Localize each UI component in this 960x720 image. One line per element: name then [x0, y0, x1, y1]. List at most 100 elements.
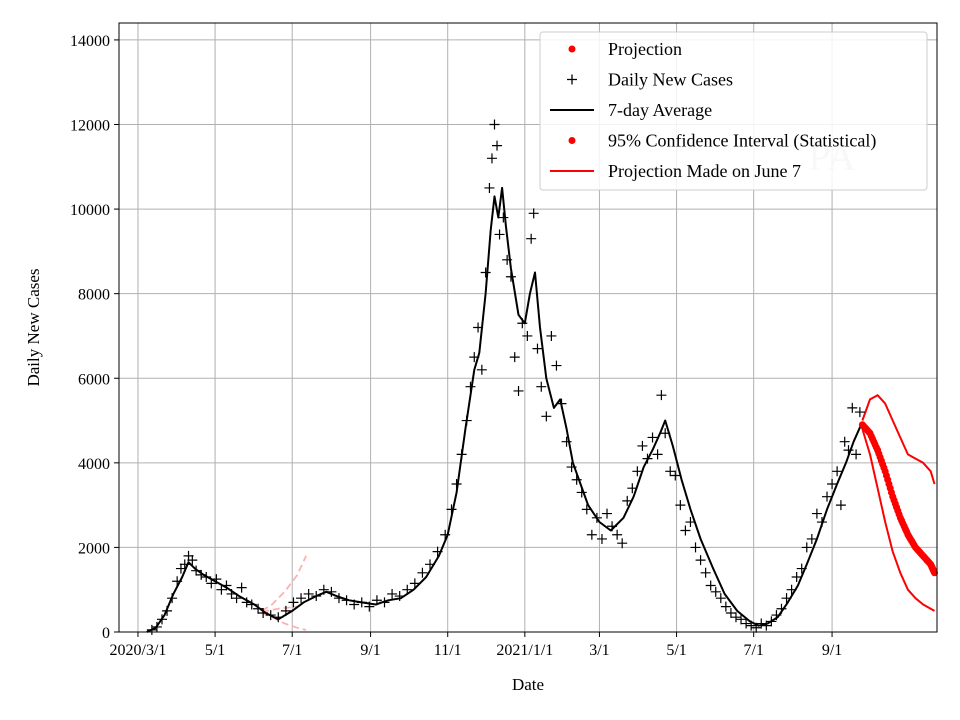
data-point-plus	[652, 449, 663, 460]
data-point-plus	[473, 322, 484, 333]
data-point-plus	[811, 508, 822, 519]
y-tick-label: 0	[102, 625, 110, 642]
data-point-plus	[513, 385, 524, 396]
data-point-plus	[402, 584, 413, 595]
x-axis-label: Date	[512, 675, 544, 694]
data-point-plus	[827, 478, 838, 489]
x-tick-label: 9/1	[360, 642, 380, 659]
data-point-plus	[781, 593, 792, 604]
x-tick-label: 11/1	[434, 642, 462, 659]
data-point-plus	[333, 593, 344, 604]
data-point-plus	[231, 593, 242, 604]
data-point-plus	[280, 605, 291, 616]
data-point-plus	[586, 529, 597, 540]
data-point-plus	[469, 352, 480, 363]
data-point-plus	[670, 470, 681, 481]
data-point-plus	[265, 610, 276, 621]
series-projection	[858, 421, 938, 577]
data-point-plus	[581, 504, 592, 515]
data-point-plus	[647, 432, 658, 443]
legend-label: 95% Confidence Interval (Statistical)	[608, 131, 876, 152]
data-point-plus	[710, 586, 721, 597]
data-point-plus	[725, 607, 736, 618]
legend-dot-marker	[568, 137, 576, 144]
legend: Projection Daily New Cases 7-day Average 95…	[539, 31, 928, 191]
data-point-plus	[665, 466, 676, 477]
data-point-plus	[187, 555, 198, 566]
data-point-plus	[226, 588, 237, 599]
data-point-plus	[796, 563, 807, 574]
x-tick-label: 7/1	[743, 642, 763, 659]
data-point-plus	[736, 614, 747, 625]
series-layer	[146, 119, 938, 635]
data-point-plus	[456, 449, 467, 460]
data-point-plus	[576, 487, 587, 498]
data-point-plus	[632, 466, 643, 477]
series-95-confidence-interval-statistical	[861, 394, 936, 485]
data-point-plus	[505, 271, 516, 282]
data-point-plus	[700, 567, 711, 578]
series-line-projection-made-on-june-7	[261, 605, 298, 613]
series-line-projection-made-on-june-7	[261, 555, 307, 612]
axes: 2020/3/1 5/1 7/1 9/1 11/1 2021/1/1 3/1 5/1 7/1 9/…	[70, 22, 938, 659]
data-point-plus	[476, 364, 487, 375]
data-point-plus	[494, 229, 505, 240]
data-point-plus	[341, 595, 352, 606]
legend-label: Projection Made on June 7	[608, 161, 801, 181]
data-point-plus	[771, 610, 782, 621]
data-point-plus	[596, 533, 607, 544]
data-point-plus	[801, 542, 812, 553]
legend-box	[539, 31, 928, 191]
series-projection-made-on-june-7	[261, 612, 307, 631]
data-point-plus	[791, 572, 802, 583]
data-point-plus	[246, 599, 257, 610]
series-line-95-confidence-interval-statistical	[861, 394, 936, 485]
data-point-plus	[730, 612, 741, 623]
data-point-plus	[541, 411, 552, 422]
x-tick-label: 5/1	[205, 642, 225, 659]
series-line-projection-made-on-june-7	[261, 612, 307, 631]
data-point-plus	[536, 381, 547, 392]
y-tick-label: 6000	[78, 371, 110, 388]
data-point-plus	[371, 595, 382, 606]
data-point-plus	[379, 597, 390, 608]
data-point-plus	[832, 466, 843, 477]
data-point-plus	[425, 559, 436, 570]
data-point-plus	[741, 618, 752, 629]
data-point-plus	[417, 567, 428, 578]
data-point-plus	[191, 565, 202, 576]
data-point-plus	[720, 601, 731, 612]
data-point-plus	[492, 140, 503, 151]
data-point-plus	[690, 542, 701, 553]
data-point-plus	[241, 597, 252, 608]
data-point-plus	[566, 462, 577, 473]
data-point-plus	[571, 474, 582, 485]
data-point-plus	[612, 529, 623, 540]
data-point-plus	[349, 599, 360, 610]
data-point-plus	[843, 445, 854, 456]
data-point-plus	[660, 428, 671, 439]
data-point-plus	[288, 597, 299, 608]
data-point-plus	[211, 574, 222, 585]
data-point-plus	[835, 500, 846, 511]
data-point-plus	[502, 254, 513, 265]
data-point-plus	[776, 603, 787, 614]
data-point-plus	[440, 529, 451, 540]
data-point-plus	[318, 584, 329, 595]
legend-item: 7-day Average	[550, 100, 712, 120]
data-point-plus	[216, 584, 227, 595]
y-tick-label: 14000	[70, 33, 110, 50]
x-tick-label: 5/1	[666, 642, 686, 659]
projection-point	[930, 569, 938, 577]
data-point-plus	[273, 612, 284, 623]
series-projection-made-on-june-7	[261, 555, 307, 612]
data-point-plus	[607, 521, 618, 532]
data-point-plus	[532, 343, 543, 354]
data-point-plus	[839, 436, 850, 447]
data-point-plus	[517, 318, 528, 329]
data-point-plus	[622, 495, 633, 506]
data-point-plus	[387, 588, 398, 599]
series-95-confidence-interval-statistical	[861, 428, 936, 612]
data-point-plus	[786, 584, 797, 595]
